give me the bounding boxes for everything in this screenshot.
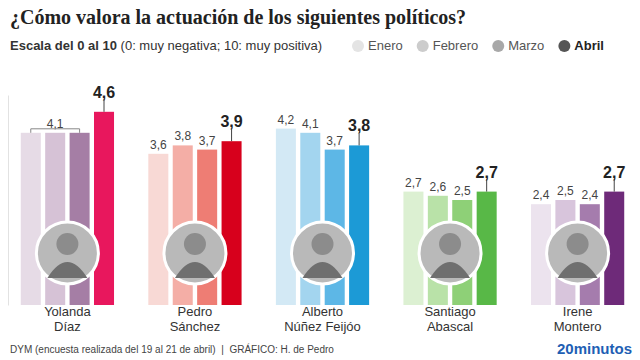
photo (164, 222, 226, 284)
photos (36, 222, 608, 284)
data-label: 4,6 (93, 84, 115, 101)
legend: Enero Febrero Marzo Abril (352, 38, 604, 53)
photo (419, 222, 481, 284)
photo-head (56, 233, 78, 255)
label-leader (614, 180, 615, 192)
subtitle: Escala del 0 al 10 (0: muy negativa; 10:… (10, 38, 322, 53)
label-leader (486, 180, 487, 192)
photo (292, 222, 354, 284)
label-bracket (31, 129, 80, 133)
x-tick-label: IreneMontero (554, 304, 602, 334)
data-label: 3,6 (150, 138, 167, 152)
data-label: 4,2 (278, 113, 295, 127)
bars (21, 112, 624, 305)
legend-label: Enero (368, 38, 403, 53)
x-tick-label: YolandaDíaz (44, 304, 91, 334)
x-tick-label: SantiagoAbascal (424, 304, 475, 334)
photo-head (312, 233, 334, 255)
legend-swatch (492, 40, 504, 52)
data-labels: 3,64,22,72,44,13,84,12,62,53,73,72,52,44… (31, 84, 626, 202)
legend-label: Marzo (508, 38, 544, 53)
x-tick-label: AlbertoNúñez Feijóo (284, 304, 361, 334)
label-leader (231, 129, 232, 141)
data-label: 3,8 (174, 129, 191, 143)
data-label: 2,7 (476, 164, 498, 181)
y-axis (8, 96, 10, 306)
bar (148, 154, 168, 305)
data-label: 3,8 (348, 117, 370, 134)
data-label: 2,5 (454, 184, 471, 198)
bar (21, 133, 41, 305)
data-label: 2,7 (603, 164, 625, 181)
data-label: 2,6 (430, 180, 447, 194)
photo-body (303, 262, 343, 278)
photo-body (558, 262, 598, 278)
data-label: 2,4 (581, 188, 598, 202)
source: DYM (encuesta realizada del 19 al 21 de … (10, 343, 334, 355)
photo-head (567, 233, 589, 255)
bar (349, 145, 369, 305)
photo (547, 222, 609, 284)
chart: ¿Cómo valora la actuación de los siguien… (0, 0, 640, 360)
legend-label: Febrero (433, 38, 479, 53)
data-label: 2,7 (405, 176, 422, 190)
data-label: 3,9 (220, 113, 242, 130)
data-label: 4,1 (302, 117, 319, 131)
photo (36, 222, 98, 284)
legend-swatch (352, 40, 364, 52)
label-leader (359, 133, 360, 145)
y-axis-line (8, 96, 9, 306)
logo: 20minutos (557, 340, 632, 357)
photo-body (175, 262, 215, 278)
data-label: 2,5 (557, 184, 574, 198)
photo-head (184, 233, 206, 255)
x-tick-label: PedroSánchez (170, 304, 221, 334)
photo-head (439, 233, 461, 255)
legend-swatch (417, 40, 429, 52)
title: ¿Cómo valora la actuación de los siguien… (10, 6, 466, 29)
data-label: 3,7 (326, 134, 343, 148)
data-label: 2,4 (533, 188, 550, 202)
bar (222, 141, 242, 305)
photo-body (430, 262, 470, 278)
bar (276, 129, 296, 305)
bar (94, 112, 114, 305)
legend-label: Abril (574, 38, 604, 53)
legend-swatch (558, 40, 570, 52)
x-axis: YolandaDíaz PedroSánchez AlbertoNúñez Feij… (44, 304, 601, 334)
label-leader (104, 100, 105, 112)
data-label: 3,7 (199, 134, 216, 148)
photo-body (47, 262, 87, 278)
